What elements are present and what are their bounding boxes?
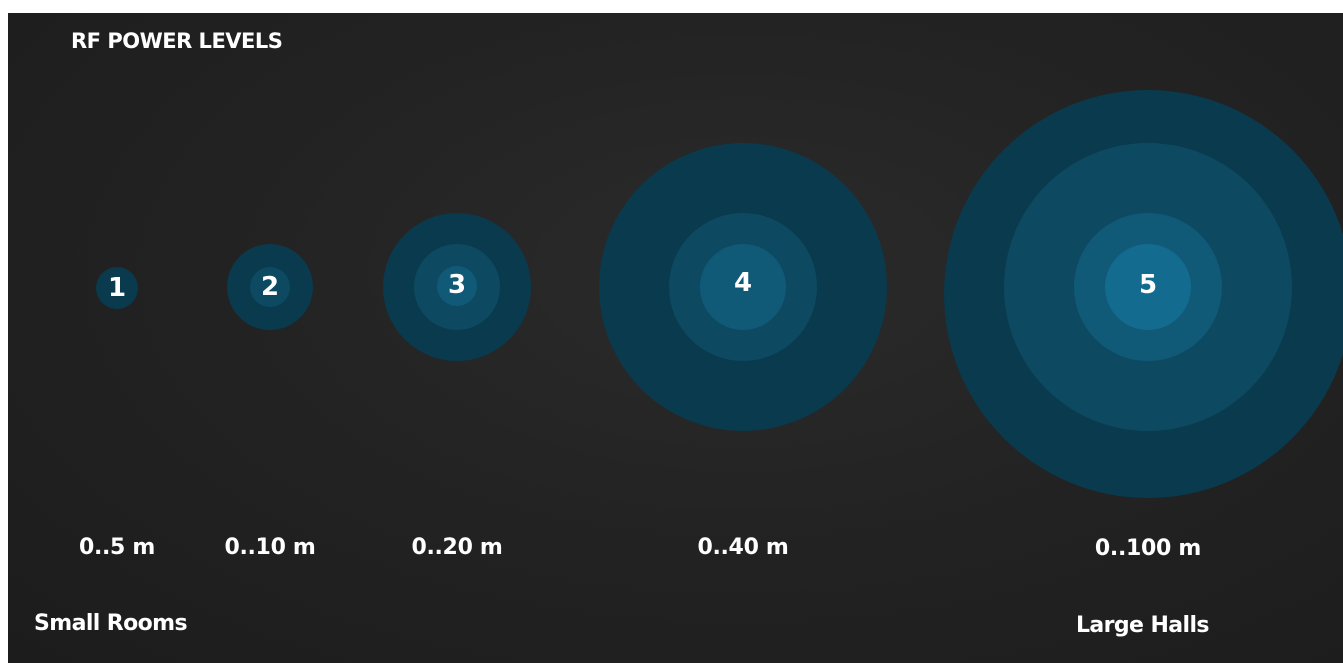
level-1-number: 1 xyxy=(107,273,127,303)
rf-power-levels-diagram: RF POWER LEVELS 1 0..5 m 2 0..10 m 3 0..… xyxy=(8,13,1343,663)
level-5-range: 0..100 m xyxy=(1094,536,1202,561)
level-4-range: 0..40 m xyxy=(697,535,789,560)
level-2-ring-inner xyxy=(250,267,290,307)
level-2-number: 2 xyxy=(260,272,280,302)
level-5-ring-inner xyxy=(1105,244,1191,330)
level-1-range: 0..5 m xyxy=(78,535,156,560)
level-5-number: 5 xyxy=(1138,270,1158,300)
level-3-range: 0..20 m xyxy=(411,535,503,560)
level-1-ring-outer xyxy=(96,267,138,309)
level-2-range: 0..10 m xyxy=(224,535,316,560)
level-4-ring-inner xyxy=(700,244,786,330)
level-3-number: 3 xyxy=(447,270,467,300)
caption-large-halls: Large Halls xyxy=(1076,613,1209,638)
caption-small-rooms: Small Rooms xyxy=(34,611,188,636)
diagram-title: RF POWER LEVELS xyxy=(71,29,283,53)
level-3-ring-inner xyxy=(437,266,477,306)
level-4-number: 4 xyxy=(733,268,753,298)
